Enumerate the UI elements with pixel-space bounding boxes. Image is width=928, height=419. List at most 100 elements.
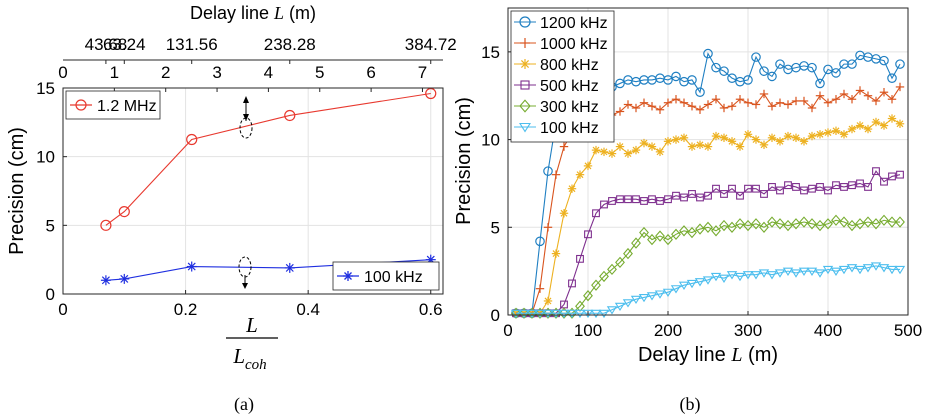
data-point-1000-khz xyxy=(895,82,905,92)
data-point-100-khz xyxy=(854,265,866,275)
data-point-100-khz xyxy=(726,271,738,280)
data-point-500-khz xyxy=(776,186,784,195)
data-point-1-2-mhz xyxy=(186,133,198,146)
data-point-100-khz xyxy=(806,267,818,276)
data-point-800-khz xyxy=(783,131,793,141)
data-point-800-khz xyxy=(703,142,713,151)
data-point-500-khz xyxy=(744,184,752,193)
data-point-300-khz xyxy=(623,247,633,260)
legend-label-1200-khz: 1200 kHz xyxy=(540,15,608,32)
data-point-800-khz xyxy=(711,131,721,141)
data-point-1000-khz xyxy=(623,100,633,109)
top-x-tick-label: 1 xyxy=(110,63,119,82)
data-point-300-khz xyxy=(679,225,689,237)
data-point-1000-khz xyxy=(839,89,849,99)
data-point-100-khz xyxy=(622,299,634,308)
data-point-800-khz xyxy=(775,137,785,146)
legend-marker-1000-khz xyxy=(520,38,530,48)
data-point-800-khz xyxy=(599,147,609,157)
data-point-100-khz xyxy=(670,285,682,294)
data-point-300-khz xyxy=(575,300,585,312)
data-point-500-khz xyxy=(704,191,712,200)
data-point-1000-khz xyxy=(759,89,769,99)
data-point-1200-khz xyxy=(703,48,713,59)
data-point-1000-khz xyxy=(887,95,897,104)
data-point-100-khz xyxy=(822,265,834,275)
data-point-100-khz xyxy=(694,278,706,287)
top-x-tick-label: 0 xyxy=(58,63,67,82)
data-point-1000-khz xyxy=(823,98,833,107)
data-point-800-khz xyxy=(879,121,889,130)
data-point-100-khz xyxy=(870,262,882,271)
data-point-1000-khz xyxy=(663,98,673,107)
data-point-500-khz xyxy=(648,195,656,204)
data-point-100-khz xyxy=(284,262,295,273)
data-point-300-khz xyxy=(847,219,857,232)
data-point-500-khz xyxy=(736,191,744,200)
data-point-100-khz xyxy=(614,302,626,312)
legend-label-300-khz: 300 kHz xyxy=(540,99,599,116)
panel-a-legend-2: 100 kHz xyxy=(332,261,440,291)
data-point-100-khz xyxy=(790,269,802,278)
data-point-500-khz xyxy=(880,177,888,186)
data-point-800-khz xyxy=(839,130,849,139)
data-point-100-khz xyxy=(766,271,778,280)
data-point-1000-khz xyxy=(719,103,729,113)
data-point-1200-khz xyxy=(831,68,841,78)
data-point-800-khz xyxy=(575,170,585,179)
data-point-100-khz xyxy=(678,281,690,290)
data-point-800-khz xyxy=(863,124,873,134)
data-point-300-khz xyxy=(615,256,625,269)
data-point-100-khz xyxy=(534,309,546,319)
data-point-1-2-mhz xyxy=(284,109,296,122)
top-x-tick-label: 5 xyxy=(315,63,324,82)
data-point-300-khz xyxy=(887,216,897,228)
data-point-300-khz xyxy=(879,214,889,226)
data-point-100-khz xyxy=(518,309,530,319)
data-point-1-2-mhz xyxy=(100,219,112,231)
data-point-500-khz xyxy=(616,195,624,204)
data-point-1200-khz xyxy=(807,62,817,73)
data-point-300-khz xyxy=(631,237,641,249)
data-point-500-khz xyxy=(568,279,576,288)
legend-marker-1200-khz xyxy=(519,16,531,28)
data-point-100-khz xyxy=(526,309,538,319)
data-point-300-khz xyxy=(735,218,745,230)
data-point-100-khz xyxy=(574,309,586,319)
data-point-1000-khz xyxy=(855,86,865,95)
data-point-500-khz xyxy=(872,167,880,176)
data-point-500-khz xyxy=(712,184,720,193)
panel-b-xlabel: Delay line L (m) xyxy=(638,344,778,366)
data-point-1000-khz xyxy=(767,102,777,111)
data-point-100-khz xyxy=(598,309,610,319)
data-point-300-khz xyxy=(759,221,769,233)
data-point-300-khz xyxy=(607,263,617,276)
data-point-100-khz xyxy=(862,264,874,273)
data-point-1000-khz xyxy=(615,107,625,116)
x-tick-label: 500 xyxy=(894,321,922,340)
data-point-500-khz xyxy=(784,181,792,190)
data-point-500-khz xyxy=(792,183,800,191)
data-point-300-khz xyxy=(599,270,609,283)
legend-label-100khz-a: 100 kHz xyxy=(364,269,423,286)
data-point-300-khz xyxy=(591,279,601,291)
panel-b-ylabel: Precision (cm) xyxy=(453,97,475,225)
data-point-800-khz xyxy=(743,130,753,139)
data-point-300-khz xyxy=(783,219,793,232)
data-point-1000-khz xyxy=(703,100,713,109)
data-point-500-khz xyxy=(624,195,632,204)
data-point-500-khz xyxy=(664,195,672,204)
panel-a-ylabel: Precision (cm) xyxy=(6,127,28,255)
data-point-1000-khz xyxy=(711,95,721,104)
data-point-800-khz xyxy=(551,249,561,258)
data-point-1000-khz xyxy=(863,91,873,100)
data-point-1000-khz xyxy=(831,95,841,104)
data-point-1000-khz xyxy=(639,98,649,107)
data-point-100-khz xyxy=(638,293,650,303)
data-point-300-khz xyxy=(727,221,737,233)
data-point-300-khz xyxy=(767,216,777,228)
data-point-100-khz xyxy=(630,295,642,305)
data-point-1000-khz xyxy=(751,100,761,109)
data-point-500-khz xyxy=(680,193,688,202)
